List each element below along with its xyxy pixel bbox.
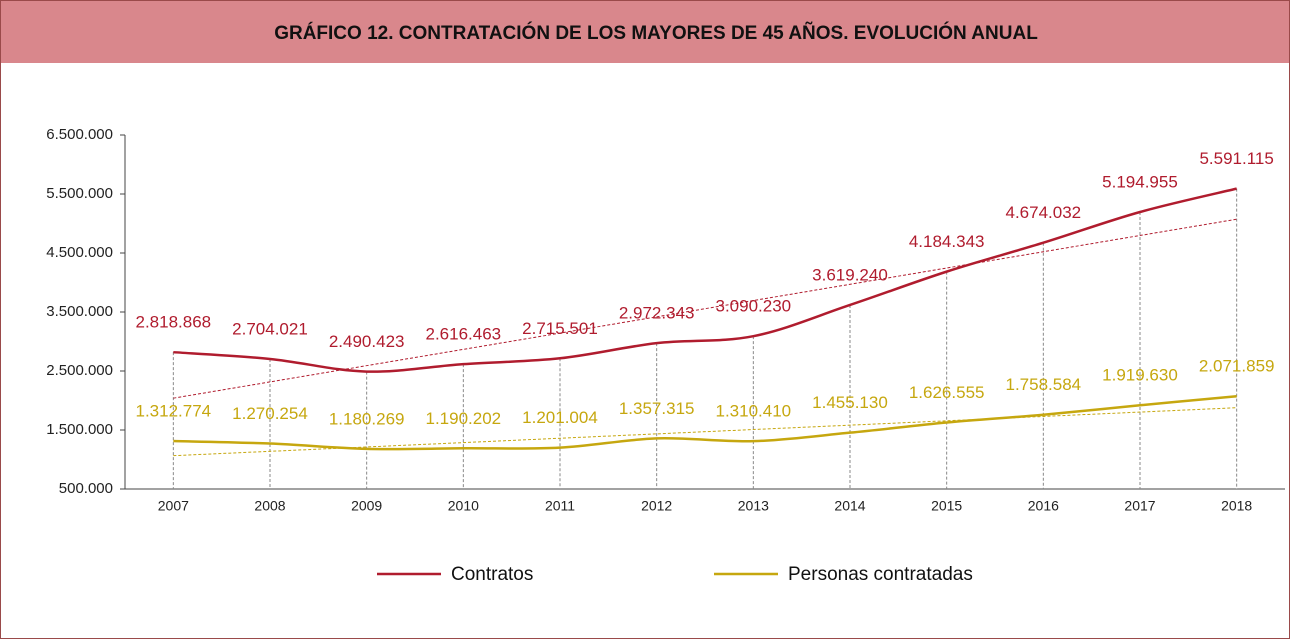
data-label: 1.310.410 — [716, 402, 792, 421]
data-label: 1.190.202 — [426, 409, 502, 428]
x-tick-label: 2011 — [545, 498, 575, 514]
data-label: 4.674.032 — [1006, 203, 1082, 222]
y-tick-label: 2.500.000 — [46, 362, 113, 379]
trendline — [173, 218, 1237, 399]
y-tick-label: 3.500.000 — [46, 303, 113, 320]
y-tick-label: 5.500.000 — [46, 185, 113, 202]
x-tick-label: 2012 — [641, 498, 672, 514]
chart-title: GRÁFICO 12. CONTRATACIÓN DE LOS MAYORES … — [274, 22, 1038, 44]
data-label: 3.090.230 — [716, 297, 792, 316]
data-label: 4.184.343 — [909, 232, 985, 251]
data-label: 2.071.859 — [1199, 357, 1275, 376]
x-tick-label: 2008 — [254, 498, 285, 514]
legend-label: Contratos — [451, 564, 533, 585]
y-tick-label: 4.500.000 — [46, 244, 113, 261]
y-tick-label: 1.500.000 — [46, 421, 113, 438]
x-tick-label: 2010 — [448, 498, 479, 514]
data-label: 2.715.501 — [522, 319, 598, 338]
data-label: 1.180.269 — [329, 409, 405, 428]
x-tick-label: 2016 — [1028, 498, 1059, 514]
x-tick-label: 2018 — [1221, 498, 1252, 514]
data-label: 2.972.343 — [619, 304, 695, 323]
data-label: 1.758.584 — [1006, 375, 1082, 394]
x-tick-label: 2017 — [1124, 498, 1155, 514]
series-line — [173, 395, 1237, 451]
data-label: 1.626.555 — [909, 383, 985, 402]
y-tick-label: 6.500.000 — [46, 126, 113, 143]
x-tick-label: 2014 — [834, 498, 865, 514]
x-tick-label: 2013 — [738, 498, 769, 514]
data-label: 2.490.423 — [329, 332, 405, 351]
x-tick-label: 2009 — [351, 498, 382, 514]
data-label: 3.619.240 — [812, 265, 888, 284]
data-label: 2.818.868 — [136, 313, 212, 332]
x-tick-label: 2015 — [931, 498, 962, 514]
data-label: 1.312.774 — [136, 402, 212, 421]
legend-label: Personas contratadas — [788, 564, 973, 585]
data-label: 1.201.004 — [522, 408, 598, 427]
data-label: 1.270.254 — [232, 404, 308, 423]
data-label: 1.455.130 — [812, 393, 888, 412]
data-label: 1.919.630 — [1102, 366, 1178, 385]
y-tick-label: 500.000 — [59, 480, 113, 497]
data-label: 5.194.955 — [1102, 172, 1178, 191]
series-line — [173, 187, 1237, 373]
data-label: 1.357.315 — [619, 399, 695, 418]
data-label: 5.591.115 — [1199, 149, 1273, 168]
x-tick-label: 2007 — [158, 498, 189, 514]
title-band — [1, 1, 1289, 63]
data-label: 2.704.021 — [232, 319, 308, 338]
data-label: 2.616.463 — [426, 325, 502, 344]
